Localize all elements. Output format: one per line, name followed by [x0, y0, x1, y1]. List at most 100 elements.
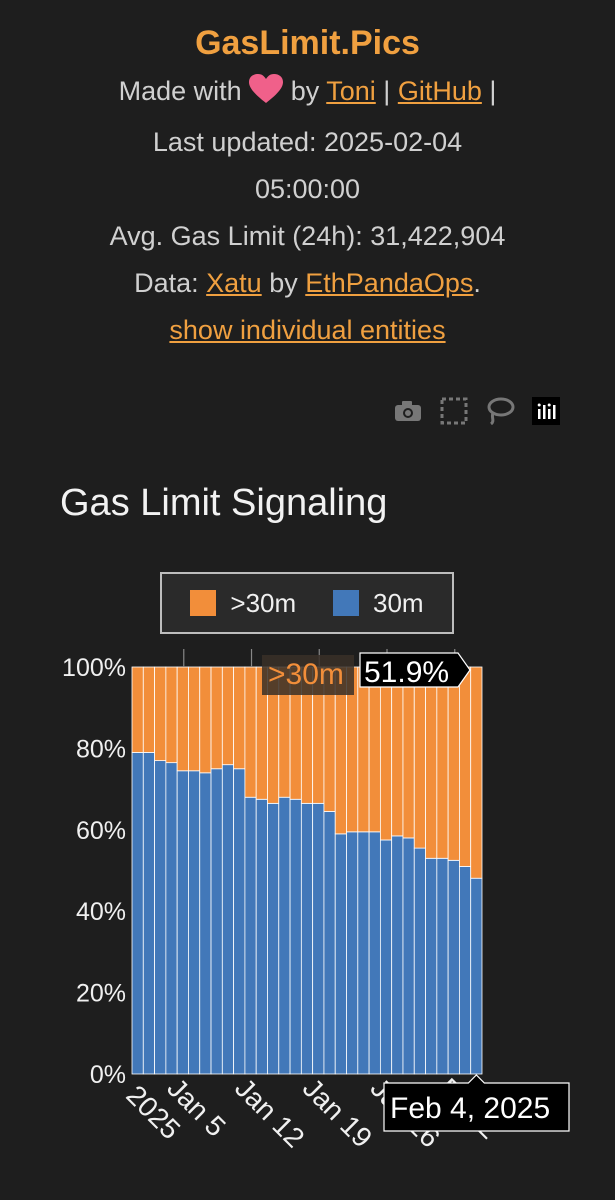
hover-date-label: Feb 4, 2025 [390, 1092, 550, 1125]
legend-label-30m: 30m [373, 587, 424, 618]
bar-above-30m[interactable] [188, 666, 201, 772]
bar-30m[interactable] [334, 833, 347, 1075]
avg-gas-limit: Avg. Gas Limit (24h): 31,422,904 [109, 221, 506, 251]
y-tick-label: 20% [76, 980, 126, 1008]
bar-30m[interactable] [154, 760, 167, 1075]
bar-30m[interactable] [391, 835, 404, 1075]
y-tick-label: 60% [76, 817, 126, 845]
legend-item-above-30m[interactable]: >30m [190, 588, 296, 619]
bar-30m[interactable] [323, 811, 336, 1075]
bar-above-30m[interactable] [402, 666, 415, 839]
bar-above-30m[interactable] [154, 666, 167, 762]
bar-30m[interactable] [142, 752, 155, 1075]
bar-above-30m[interactable] [447, 666, 460, 861]
show-entities-link[interactable]: show individual entities [169, 315, 446, 345]
credits-line: Made with by Toni | GitHub | [0, 68, 615, 119]
bar-above-30m[interactable] [357, 666, 370, 833]
page-header: GasLimit.Pics Made with by Toni | GitHub… [0, 18, 615, 354]
bar-above-30m[interactable] [142, 666, 155, 753]
bar-30m[interactable] [312, 802, 325, 1075]
last-updated-time: 05:00:00 [254, 174, 361, 204]
legend-swatch-30m [333, 590, 359, 616]
bar-30m[interactable] [300, 802, 314, 1075]
separator-1: | [383, 76, 391, 106]
data-label: Data: [134, 268, 199, 298]
author-link[interactable]: Toni [326, 76, 376, 106]
y-tick-label: 80% [76, 735, 126, 763]
hover-series-label-bg [262, 655, 354, 695]
bar-above-30m[interactable] [413, 666, 426, 849]
plotly-logo-icon[interactable] [530, 396, 562, 426]
bar-30m[interactable] [379, 839, 393, 1075]
bar-30m[interactable] [470, 877, 483, 1075]
bar-30m[interactable] [221, 764, 235, 1075]
bar-above-30m[interactable] [131, 666, 144, 753]
bar-above-30m[interactable] [379, 666, 393, 841]
bar-30m[interactable] [425, 857, 438, 1075]
bar-30m[interactable] [447, 859, 460, 1075]
bar-30m[interactable] [267, 802, 280, 1075]
xatu-link[interactable]: Xatu [206, 268, 262, 298]
bar-above-30m[interactable] [221, 666, 235, 766]
y-axis: 0% 20% 40% 60% 80% 100% [62, 654, 126, 1089]
bar-30m[interactable] [289, 798, 302, 1075]
x-tick-group: Jan 19 [297, 1072, 378, 1153]
y-tick-label: 0% [90, 1061, 126, 1089]
bar-30m[interactable] [357, 831, 370, 1075]
github-link[interactable]: GitHub [397, 76, 482, 106]
bar-above-30m[interactable] [210, 666, 223, 770]
bar-30m[interactable] [233, 768, 246, 1075]
bar-30m[interactable] [459, 866, 472, 1075]
hover-value-box [359, 652, 471, 688]
chart-modebar [392, 396, 562, 426]
bar-30m[interactable] [255, 798, 268, 1075]
hover-layer: >30m 51.9% Feb 4, 2025 [262, 652, 570, 1132]
site-title: GasLimit.Pics [195, 24, 420, 62]
bar-above-30m[interactable] [176, 666, 189, 772]
separator-2: | [489, 76, 497, 106]
bar-above-30m[interactable] [165, 666, 178, 764]
bar-above-30m[interactable] [470, 666, 483, 879]
data-period: . [473, 268, 481, 298]
bar-30m[interactable] [413, 847, 426, 1075]
bar-above-30m[interactable] [436, 666, 449, 859]
legend-swatch-above-30m [190, 590, 217, 616]
hover-series-label: >30m [268, 658, 344, 691]
bar-30m[interactable] [402, 837, 415, 1075]
bar-above-30m[interactable] [233, 666, 246, 770]
show-entities-line: show individual entities [0, 307, 615, 354]
chart-legend: >30m 30m [160, 572, 454, 634]
bar-above-30m[interactable] [425, 666, 438, 859]
box-select-icon[interactable] [438, 396, 470, 426]
x-tick-label: Jan 12 [229, 1072, 310, 1153]
bars-layer [131, 666, 483, 1075]
data-by-text: by [269, 268, 298, 298]
bar-30m[interactable] [244, 796, 257, 1075]
bar-above-30m[interactable] [199, 666, 212, 774]
bar-above-30m[interactable] [368, 666, 381, 833]
bar-30m[interactable] [368, 831, 381, 1075]
legend-label-above-30m: >30m [230, 587, 297, 618]
bar-above-30m[interactable] [391, 666, 404, 837]
bar-30m[interactable] [176, 770, 189, 1075]
bar-30m[interactable] [436, 857, 449, 1075]
bar-above-30m[interactable] [459, 666, 472, 867]
ethpandaops-link[interactable]: EthPandaOps [305, 268, 474, 298]
bar-30m[interactable] [346, 831, 359, 1075]
chart-title: Gas Limit Signaling [60, 482, 388, 524]
bar-30m[interactable] [278, 796, 291, 1075]
bar-above-30m[interactable] [244, 666, 257, 798]
by-text: by [290, 76, 320, 106]
bar-30m[interactable] [210, 768, 223, 1075]
legend-item-30m[interactable]: 30m [333, 588, 424, 619]
bar-30m[interactable] [188, 770, 201, 1075]
heart-icon [249, 72, 284, 119]
hover-value-label: 51.9% [364, 656, 449, 689]
camera-icon[interactable] [392, 396, 424, 426]
bar-30m[interactable] [165, 762, 178, 1075]
bar-30m[interactable] [199, 772, 212, 1075]
lasso-select-icon[interactable] [484, 396, 516, 426]
bar-30m[interactable] [131, 752, 144, 1075]
x-tick-label: Jan 19 [297, 1072, 378, 1153]
